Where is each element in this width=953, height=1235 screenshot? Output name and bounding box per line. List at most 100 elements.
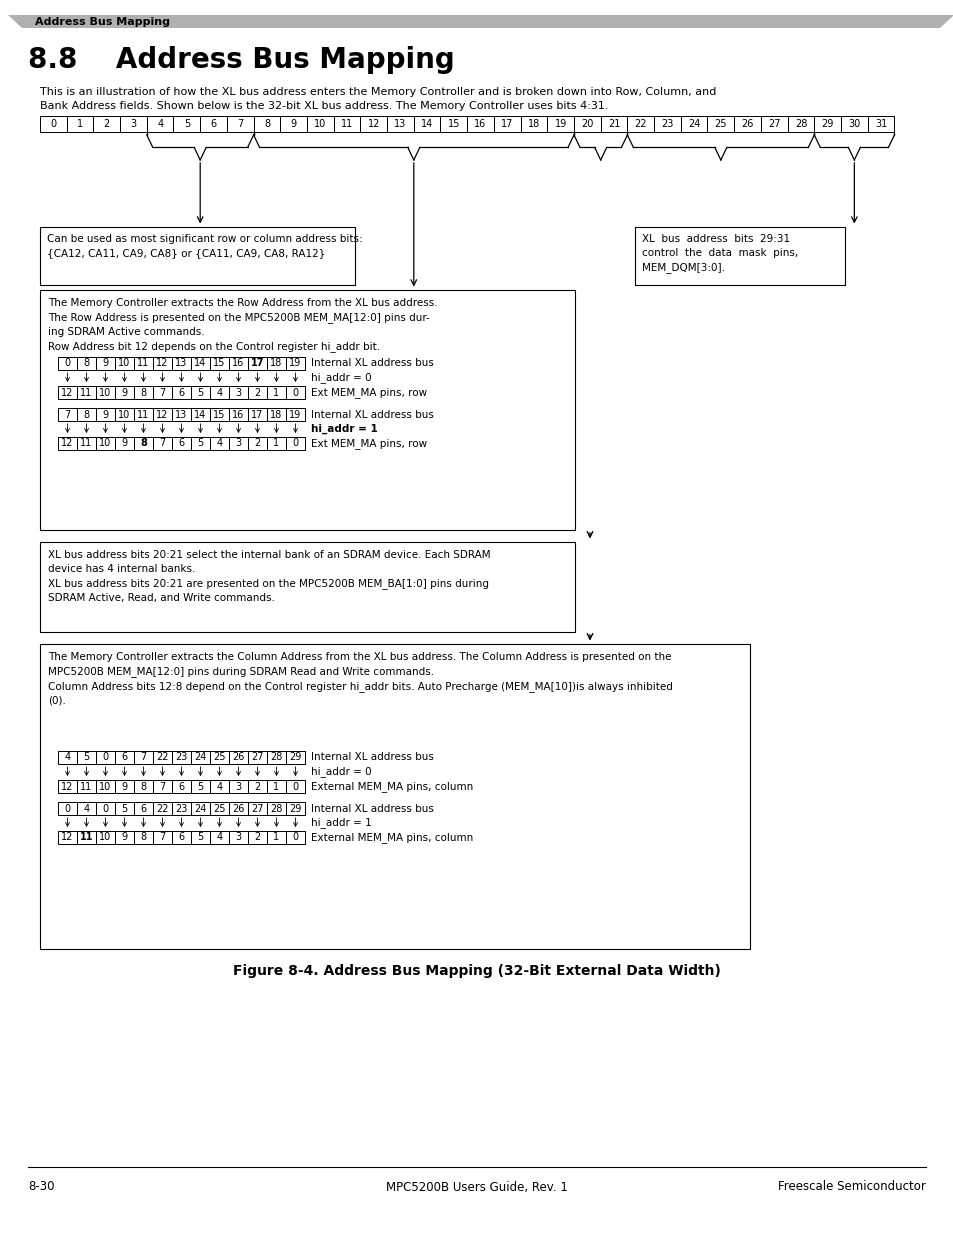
Text: The Memory Controller extracts the Column Address from the XL bus address. The C: The Memory Controller extracts the Colum…	[48, 652, 672, 706]
Bar	[547, 116, 574, 132]
Text: 7: 7	[159, 782, 166, 792]
Text: 24: 24	[687, 119, 700, 128]
Bar	[210, 387, 229, 399]
Text: 5: 5	[197, 782, 203, 792]
Text: 2: 2	[254, 438, 260, 448]
Text: 0: 0	[293, 388, 298, 398]
Bar	[152, 408, 172, 421]
Text: Internal XL address bus: Internal XL address bus	[311, 804, 434, 814]
Text: 11: 11	[137, 410, 150, 420]
Bar	[334, 116, 360, 132]
Bar	[120, 116, 147, 132]
Text: 3: 3	[235, 782, 241, 792]
Bar	[152, 437, 172, 450]
Bar	[133, 357, 152, 370]
Text: 5: 5	[197, 388, 203, 398]
Bar	[172, 437, 191, 450]
Bar	[152, 751, 172, 764]
Bar	[133, 751, 152, 764]
Text: 15: 15	[447, 119, 459, 128]
Text: 9: 9	[121, 388, 128, 398]
Bar	[286, 357, 305, 370]
Text: 2: 2	[254, 832, 260, 842]
Text: 9: 9	[121, 782, 128, 792]
Text: 1: 1	[274, 832, 279, 842]
Text: 5: 5	[83, 752, 90, 762]
Bar	[115, 387, 133, 399]
Text: 25: 25	[213, 804, 226, 814]
Text: 27: 27	[767, 119, 780, 128]
Bar	[152, 357, 172, 370]
Bar	[96, 437, 115, 450]
Bar	[115, 751, 133, 764]
Text: 12: 12	[61, 388, 73, 398]
Text: XL  bus  address  bits  29:31
control  the  data  mask  pins,
MEM_DQM[3:0].: XL bus address bits 29:31 control the da…	[641, 233, 798, 273]
Text: 13: 13	[175, 410, 188, 420]
Text: 7: 7	[64, 410, 71, 420]
Text: XL bus address bits 20:21 select the internal bank of an SDRAM device. Each SDRA: XL bus address bits 20:21 select the int…	[48, 550, 490, 603]
Text: 27: 27	[251, 804, 263, 814]
Text: 8: 8	[83, 410, 90, 420]
Bar	[191, 781, 210, 793]
Text: 24: 24	[194, 804, 207, 814]
Bar	[77, 437, 96, 450]
Text: 31: 31	[874, 119, 886, 128]
Bar	[286, 781, 305, 793]
Bar	[77, 751, 96, 764]
Bar	[229, 357, 248, 370]
Text: 0: 0	[293, 438, 298, 448]
Text: 7: 7	[237, 119, 243, 128]
Bar	[172, 408, 191, 421]
Bar	[248, 751, 267, 764]
Bar	[440, 116, 467, 132]
Bar	[248, 437, 267, 450]
Text: External MEM_MA pins, column: External MEM_MA pins, column	[311, 832, 473, 844]
Bar	[191, 831, 210, 844]
Text: 6: 6	[178, 438, 184, 448]
Bar	[58, 387, 77, 399]
Bar	[40, 643, 749, 948]
Bar	[248, 387, 267, 399]
Bar	[229, 387, 248, 399]
Text: 0: 0	[65, 358, 71, 368]
Bar	[520, 116, 547, 132]
Bar	[172, 387, 191, 399]
Text: Ext MEM_MA pins, row: Ext MEM_MA pins, row	[311, 387, 427, 398]
Bar	[172, 831, 191, 844]
Text: 7: 7	[159, 388, 166, 398]
Bar	[734, 116, 760, 132]
Text: 6: 6	[211, 119, 216, 128]
Text: Freescale Semiconductor: Freescale Semiconductor	[778, 1181, 925, 1193]
Bar	[96, 802, 115, 815]
Text: 16: 16	[233, 358, 244, 368]
Text: 17: 17	[251, 410, 263, 420]
Text: 17: 17	[500, 119, 513, 128]
Text: 3: 3	[235, 388, 241, 398]
Text: 6: 6	[178, 388, 184, 398]
Text: 9: 9	[121, 438, 128, 448]
Bar	[414, 116, 440, 132]
Text: 9: 9	[102, 358, 109, 368]
Text: 28: 28	[270, 752, 282, 762]
Bar	[229, 781, 248, 793]
Text: 28: 28	[794, 119, 806, 128]
Text: 8: 8	[140, 832, 147, 842]
Text: 12: 12	[61, 782, 73, 792]
Text: Figure 8-4. Address Bus Mapping (32-Bit External Data Width): Figure 8-4. Address Bus Mapping (32-Bit …	[233, 965, 720, 978]
Text: Ext MEM_MA pins, row: Ext MEM_MA pins, row	[311, 438, 427, 450]
Bar	[191, 751, 210, 764]
Text: Address Bus Mapping: Address Bus Mapping	[35, 17, 170, 27]
Bar	[115, 781, 133, 793]
Bar	[286, 437, 305, 450]
Bar	[58, 751, 77, 764]
Text: 2: 2	[254, 388, 260, 398]
Text: 26: 26	[740, 119, 753, 128]
Bar	[253, 116, 280, 132]
Text: 25: 25	[714, 119, 726, 128]
Bar	[814, 116, 841, 132]
Bar	[191, 387, 210, 399]
Text: 10: 10	[118, 358, 131, 368]
Bar	[467, 116, 494, 132]
Bar	[360, 116, 387, 132]
Bar	[133, 387, 152, 399]
